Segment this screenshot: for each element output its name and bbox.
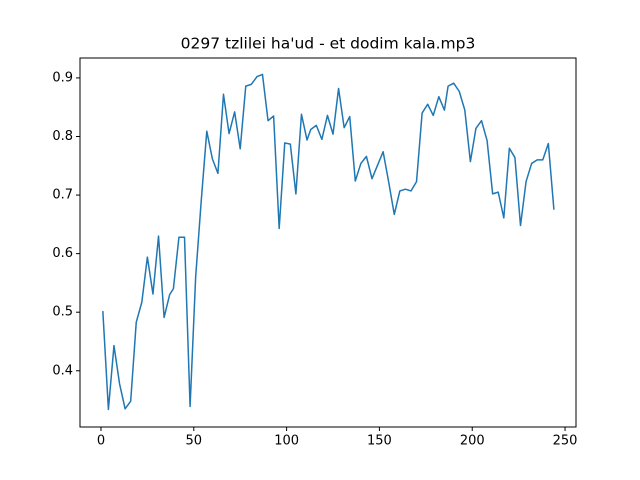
x-tick-label: 50 [186,434,203,449]
y-tick-label: 0.6 [52,246,73,261]
x-tick-label: 250 [553,434,578,449]
y-tick-label: 0.4 [52,363,73,378]
chart-title: 0297 tzlilei ha'ud - et dodim kala.mp3 [181,35,476,53]
x-tick-label: 150 [367,434,392,449]
x-tick-label: 0 [97,434,105,449]
x-tick-label: 100 [274,434,299,449]
data-line [102,73,555,411]
y-tick-label: 0.8 [52,129,73,144]
plot-frame [79,57,577,428]
x-tick-label: 200 [460,434,485,449]
y-tick-label: 0.9 [52,70,73,85]
y-tick-label: 0.7 [52,188,73,203]
y-tick-label: 0.5 [52,305,73,320]
